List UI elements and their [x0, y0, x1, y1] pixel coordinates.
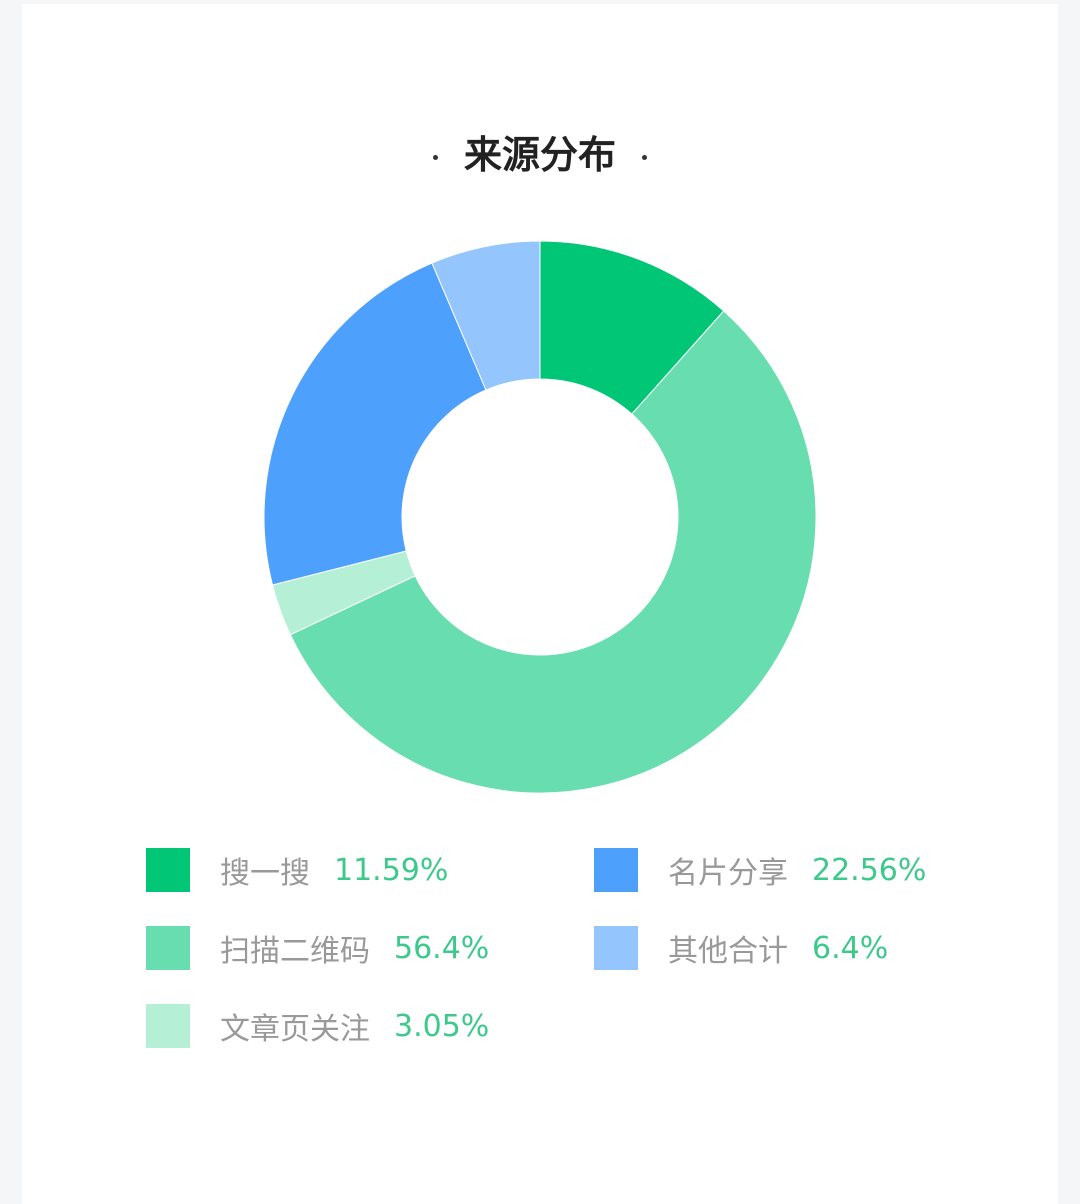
legend-value: 22.56%	[812, 852, 927, 888]
legend-item[interactable]: 搜一搜 11.59%	[146, 848, 448, 892]
legend-label: 扫描二维码	[220, 934, 370, 969]
legend-value: 56.4%	[394, 930, 490, 966]
chart-card	[22, 4, 1058, 1204]
pie-slice-3	[263, 262, 487, 586]
donut-chart	[263, 240, 817, 794]
legend-value: 3.05%	[394, 1008, 490, 1044]
legend-label: 文章页关注	[220, 1012, 370, 1047]
legend-item[interactable]: 文章页关注 3.05%	[146, 1004, 489, 1048]
legend-label: 其他合计	[668, 934, 788, 969]
legend-swatch	[146, 848, 190, 892]
legend-item[interactable]: 其他合计 6.4%	[594, 926, 888, 970]
legend-item[interactable]: 扫描二维码 56.4%	[146, 926, 489, 970]
legend-item[interactable]: 名片分享 22.56%	[594, 848, 926, 892]
legend-swatch	[594, 926, 638, 970]
legend-value: 6.4%	[812, 930, 889, 966]
legend-value: 11.59%	[334, 852, 449, 888]
chart-title: 来源分布	[0, 124, 1080, 179]
chart-title-text: 来源分布	[463, 133, 616, 177]
legend-swatch	[146, 926, 190, 970]
pie-slice-1	[289, 310, 817, 794]
title-dot-left	[432, 155, 438, 160]
legend-swatch	[146, 1004, 190, 1048]
legend-swatch	[594, 848, 638, 892]
pie-slice-4	[431, 240, 541, 391]
legend-label: 搜一搜	[220, 856, 310, 891]
legend-label: 名片分享	[668, 856, 788, 891]
title-dot-right	[642, 155, 647, 160]
